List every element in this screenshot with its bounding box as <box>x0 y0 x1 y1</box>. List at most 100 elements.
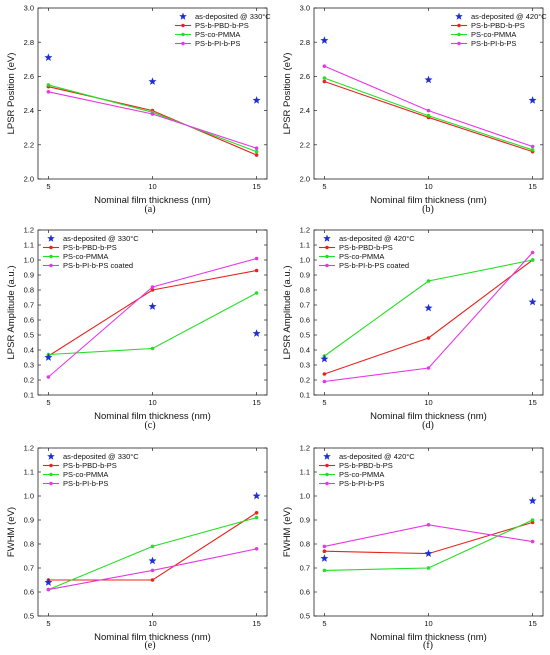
y-tick-label: 0.5 <box>24 331 34 340</box>
y-tick-label: 0.9 <box>24 271 34 280</box>
legend-entry-1: PS-b-PBD-b-PS <box>339 243 393 252</box>
x-axis-label: Nominal film thickness (nm) <box>94 195 211 206</box>
series-point <box>150 288 155 292</box>
y-tick-label: 0.2 <box>300 376 310 385</box>
y-axis-label: FWHM (eV) <box>282 507 293 557</box>
legend-marker-icon <box>49 263 53 268</box>
y-tick-label: 2.0 <box>24 175 34 184</box>
legend-entry-1: PS-b-PBD-b-PS <box>339 461 393 470</box>
legend-entry-2: PS-co-PMMA <box>195 30 240 39</box>
y-tick-label: 1.0 <box>24 256 34 265</box>
scatter-star-point <box>528 496 537 505</box>
y-tick-label: 0.3 <box>300 361 310 370</box>
y-tick-label: 0.9 <box>300 516 310 525</box>
series-point <box>150 568 155 573</box>
x-tick-label: 10 <box>148 398 156 407</box>
x-axis-label: Nominal film thickness (nm) <box>370 632 487 643</box>
scatter-star-point <box>148 77 157 85</box>
scatter-star-point <box>252 96 261 104</box>
y-tick-label: 0.7 <box>300 301 310 310</box>
series-point <box>254 268 259 273</box>
x-tick-label: 5 <box>46 182 50 191</box>
series-point <box>46 83 51 87</box>
legend-star-icon <box>47 452 55 460</box>
series-point <box>322 379 327 384</box>
scatter-star-point <box>424 75 433 84</box>
y-tick-label: 0.5 <box>24 612 34 621</box>
series-point <box>530 144 535 149</box>
legend-entry-3: PS-b-PI-b-PS <box>195 39 240 48</box>
y-tick-label: 0.6 <box>24 316 34 325</box>
series-point <box>322 76 327 80</box>
legend-entry-1: PS-b-PBD-b-PS <box>63 461 117 470</box>
y-tick-label: 0.6 <box>24 588 34 597</box>
y-tick-label: 0.7 <box>300 564 310 573</box>
y-tick-label: 1.2 <box>24 444 34 453</box>
y-tick-label: 0.1 <box>300 391 310 400</box>
legend-entry-scatter: as-deposited @ 330°C <box>63 234 139 243</box>
panel-label: (d) <box>422 420 434 431</box>
y-tick-label: 2.4 <box>24 106 34 115</box>
series-point <box>46 89 51 94</box>
y-tick-label: 0.9 <box>24 516 34 525</box>
legend-entry-3: PS-b-PI-b-PS <box>63 479 108 488</box>
series-point <box>254 291 259 295</box>
chart-panel-3: 0.1 0.2 0.3 0.4 0.5 0.6 0.7 0.8 0.9 1.0 1.1 1.2 5 10 1… <box>6 226 268 431</box>
y-axis-label: LPSR Position (eV) <box>282 53 293 135</box>
legend-marker-icon <box>457 32 461 37</box>
legend-entry-2: PS-co-PMMA <box>339 252 384 261</box>
legend-marker-icon <box>181 41 185 46</box>
series-point <box>426 108 431 113</box>
series-point <box>46 587 51 592</box>
x-tick-label: 10 <box>424 398 432 407</box>
scatter-star-point <box>252 491 261 500</box>
legend-star-icon <box>179 12 187 20</box>
panel-label: (f) <box>423 640 433 651</box>
series-point <box>322 64 327 68</box>
y-tick-label: 0.4 <box>300 346 310 355</box>
x-tick-label: 15 <box>528 398 536 407</box>
x-tick-label: 10 <box>148 619 156 628</box>
scatter-star-point <box>320 36 329 44</box>
x-axis-label: Nominal film thickness (nm) <box>370 411 487 422</box>
y-tick-label: 1.0 <box>24 492 34 501</box>
series-line-1 <box>324 259 533 375</box>
series-line-1 <box>324 521 533 555</box>
series-point <box>46 375 51 379</box>
x-tick-label: 5 <box>322 398 326 407</box>
series-point <box>150 346 155 351</box>
legend: as-deposited @ 420°CPS-b-PBD-b-PSPS-co-P… <box>319 452 415 488</box>
scatter-star-point <box>148 556 157 565</box>
legend-star-icon <box>47 234 55 242</box>
y-tick-label: 2.8 <box>24 38 34 47</box>
series-point <box>322 79 327 84</box>
legend-entry-scatter: as-deposited @ 420°C <box>339 234 415 243</box>
y-tick-label: 2.2 <box>24 140 34 149</box>
x-tick-label: 15 <box>252 619 260 628</box>
x-tick-label: 10 <box>424 619 432 628</box>
legend-marker-icon <box>49 472 53 477</box>
panel-label: (e) <box>144 640 155 651</box>
legend-marker-icon <box>181 32 185 37</box>
scatter-star-point <box>320 554 329 562</box>
series-line-1 <box>48 269 257 357</box>
y-axis-label: LPSR Position (eV) <box>6 53 17 135</box>
series-point <box>426 523 431 527</box>
legend-star-icon <box>323 234 331 242</box>
y-tick-label: 1.2 <box>300 444 310 453</box>
series-point <box>322 544 327 549</box>
legend-entry-1: PS-b-PBD-b-PS <box>471 21 525 30</box>
y-tick-label: 0.3 <box>24 361 34 370</box>
y-tick-label: 2.0 <box>300 175 310 184</box>
legend-entry-3: PS-b-PI-b-PS coated <box>339 261 409 270</box>
y-tick-label: 0.8 <box>300 286 310 295</box>
panel-label: (b) <box>422 204 434 215</box>
panel-label: (c) <box>144 420 155 431</box>
series-point <box>254 153 259 157</box>
legend-marker-icon <box>457 41 461 46</box>
series-point <box>150 112 155 116</box>
scatter-star-point <box>528 96 537 104</box>
legend-entry-scatter: as-deposited @ 330°C <box>195 12 271 21</box>
series-point <box>254 149 259 154</box>
